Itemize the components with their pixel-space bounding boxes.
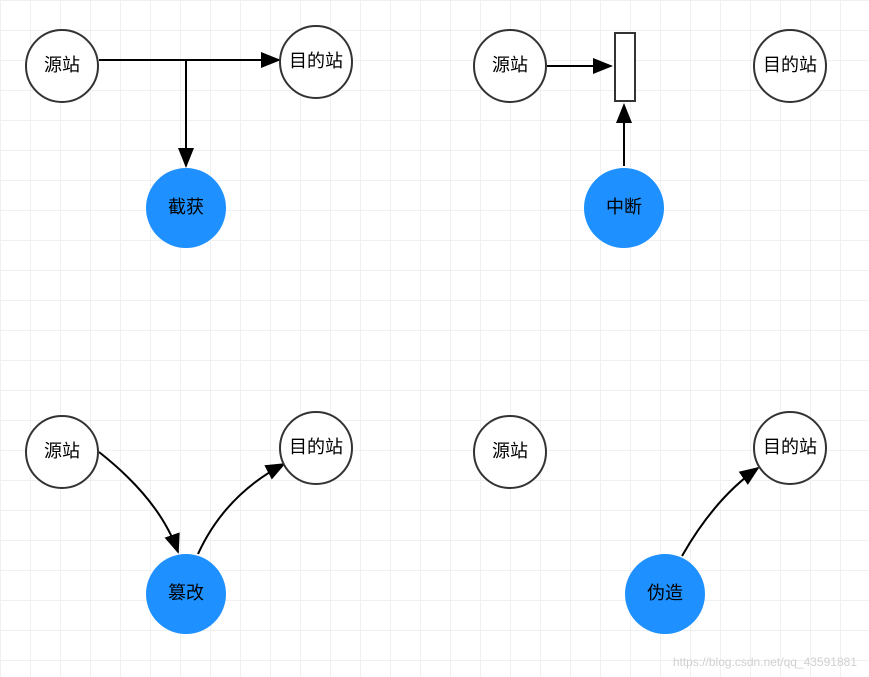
node-label: 源站: [492, 441, 528, 463]
node-label: 中断: [606, 197, 642, 219]
interrupt-attacker-node: 中断: [584, 168, 664, 248]
tamper-source-node: 源站: [25, 415, 99, 489]
forge-source-node: 源站: [473, 415, 547, 489]
node-label: 目的站: [289, 437, 343, 459]
node-label: 目的站: [763, 55, 817, 77]
node-label: 伪造: [647, 583, 683, 605]
watermark-text: https://blog.csdn.net/qq_43591881: [673, 655, 857, 669]
arrow-tamper-in: [99, 452, 178, 552]
interrupt-barrier: [614, 32, 636, 102]
arrows-layer: [0, 0, 869, 677]
node-label: 目的站: [289, 51, 343, 73]
intercept-source-node: 源站: [25, 29, 99, 103]
node-label: 源站: [44, 441, 80, 463]
node-label: 源站: [492, 55, 528, 77]
node-label: 截获: [168, 197, 204, 219]
arrow-tamper-out: [198, 464, 284, 554]
node-label: 目的站: [763, 437, 817, 459]
forge-dest-node: 目的站: [753, 411, 827, 485]
tamper-dest-node: 目的站: [279, 411, 353, 485]
forge-attacker-node: 伪造: [625, 554, 705, 634]
intercept-attacker-node: 截获: [146, 168, 226, 248]
tamper-attacker-node: 篡改: [146, 554, 226, 634]
interrupt-source-node: 源站: [473, 29, 547, 103]
interrupt-dest-node: 目的站: [753, 29, 827, 103]
node-label: 篡改: [168, 583, 204, 605]
intercept-dest-node: 目的站: [279, 25, 353, 99]
arrow-forge-out: [682, 468, 758, 556]
node-label: 源站: [44, 55, 80, 77]
